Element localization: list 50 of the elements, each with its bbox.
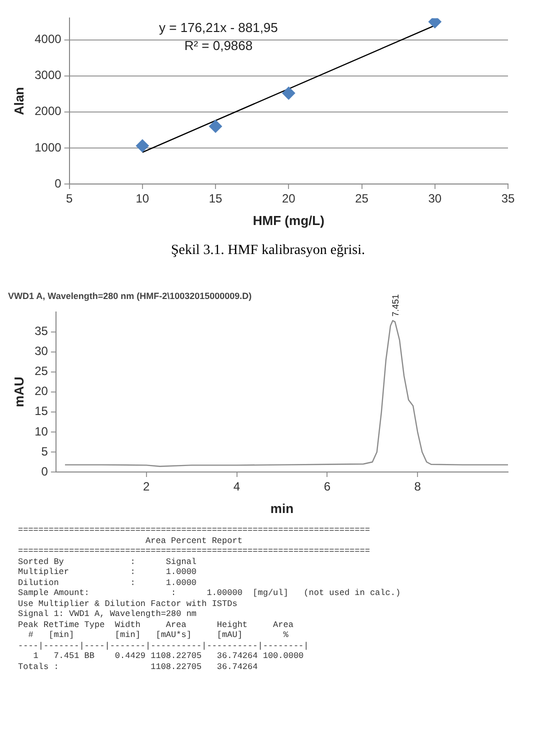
x-tick-label: 2: [143, 480, 150, 494]
text: Signal 1: VWD1 A, Wavelength=280 nm: [18, 609, 198, 620]
text: Sample Amount: : 1.00000 [mg/ul] (not used in calc.): [18, 588, 402, 598]
x-tick-label: 15: [208, 192, 223, 206]
x-tick-label: 25: [355, 192, 369, 206]
y-tick-label: 30: [34, 344, 48, 358]
y-tick-label: 0: [54, 176, 62, 190]
y-tick-label: 5: [41, 444, 48, 458]
y-tick-label: 10: [34, 424, 48, 438]
text: ----|-------|----|-------|----------|----------|--------|: [18, 640, 310, 651]
point: [282, 86, 296, 100]
text: # [min] [min] [mAU*s] [mAU] %: [27, 630, 290, 640]
y-tick-label: 3000: [34, 68, 62, 82]
x-tick-label: 5: [66, 192, 73, 206]
text: 1 7.451 BB 0.4429 1108.22705 36.74264 100.0000: [32, 651, 305, 662]
x-tick-label: 20: [282, 192, 296, 206]
text: =====================================================================: [18, 546, 371, 556]
x-tick-label: 4: [233, 480, 240, 494]
chart-title: VWD1 A, Wavelength=280 nm (HMF-2\10032015000009.D): [8, 290, 252, 301]
y-tick-label: 35: [34, 324, 48, 338]
y-axis-title: Alan: [11, 86, 26, 116]
y-tick-label: 15: [34, 404, 48, 418]
x-tick-label: 6: [324, 480, 331, 494]
text: Totals : 1108.22705 36.74264: [18, 662, 259, 672]
annotation: y = 176,21x - 881,95: [159, 20, 278, 35]
y-tick-label: 2000: [34, 104, 62, 118]
y-tick-label: 0: [41, 464, 48, 478]
y-tick-label: 4000: [34, 32, 62, 46]
annotation: R² = 0,9868: [184, 38, 253, 53]
annotation: 7.451: [390, 294, 400, 317]
x-tick-label: 10: [136, 192, 150, 206]
x-tick-label: 35: [501, 192, 515, 206]
text: Sorted By : Signal: [18, 556, 198, 567]
y-axis-title: mAU: [11, 376, 26, 408]
text: Multiplier : 1.0000: [18, 567, 198, 578]
x-axis-title: min: [270, 500, 294, 516]
text: Area Percent Report: [144, 536, 244, 546]
text: Peak RetTime Type Width Area Height Area: [18, 620, 294, 630]
x-tick-label: 8: [414, 480, 422, 494]
point: [136, 139, 149, 152]
x-tick-label: 30: [428, 192, 442, 206]
text: Şekil 3.1. HMF kalibrasyon eğrisi.: [170, 243, 366, 259]
y-tick-label: 20: [34, 384, 48, 398]
x-axis-title: HMF (mg/L): [252, 212, 324, 228]
y-tick-label: 25: [34, 364, 48, 378]
text: Use Multiplier & Dilution Factor with ISTDs: [18, 598, 238, 609]
text: =====================================================================: [18, 525, 371, 536]
point: [209, 120, 222, 133]
y-tick-label: 1000: [34, 140, 62, 154]
text: Dilution : 1.0000: [18, 578, 198, 588]
